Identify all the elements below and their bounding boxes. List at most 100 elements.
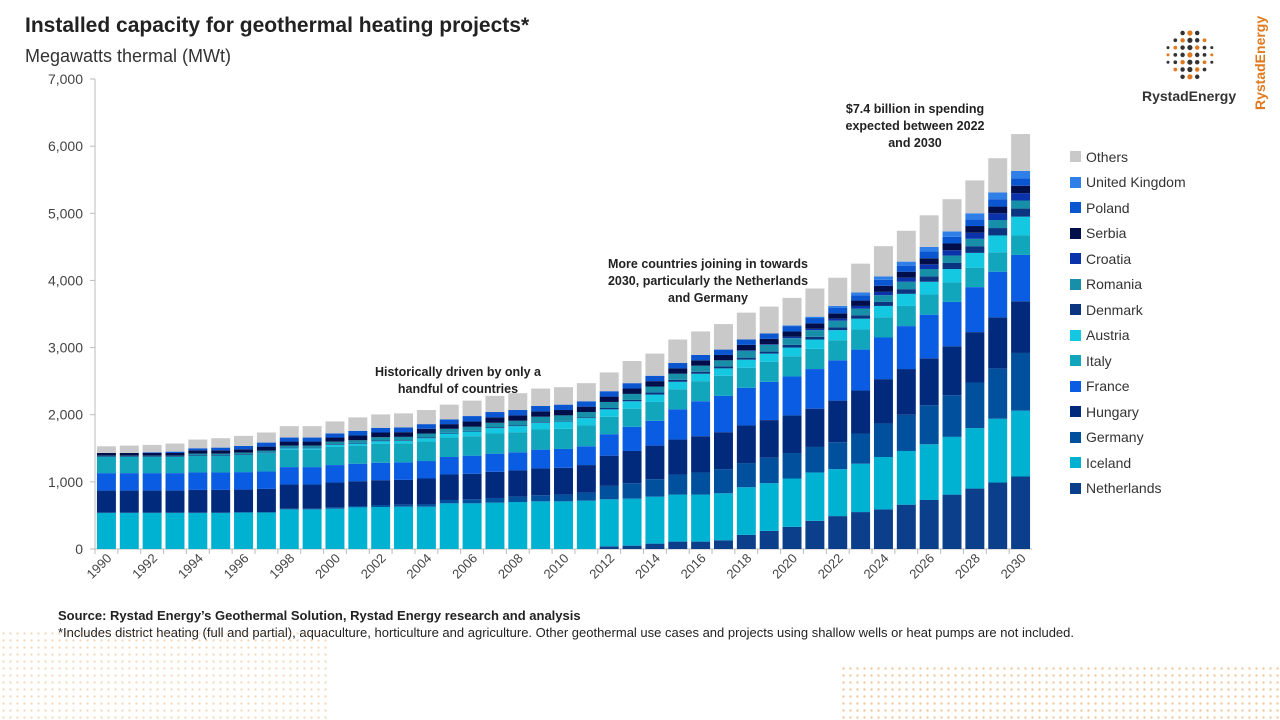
legend-item: United Kingdom	[1070, 170, 1186, 196]
bar-segment-romania-2029	[988, 220, 1008, 229]
bar-segment-poland-1996	[234, 445, 254, 450]
bar-segment-netherlands-2024	[873, 509, 893, 549]
bar-segment-croatia-2023	[851, 305, 871, 309]
bar-segment-others-2008	[508, 393, 528, 411]
bar-segment-denmark-2010	[554, 420, 573, 422]
bar-segment-france-2011	[576, 446, 596, 466]
bar-segment-hungary-2000	[325, 482, 345, 508]
bar-segment-iceland-2024	[873, 457, 893, 510]
bar-segment-austria-2027	[942, 269, 962, 283]
bar-segment-france-2002	[371, 462, 391, 481]
bar-segment-austria-2006	[462, 431, 482, 437]
bar-segment-netherlands-2018	[736, 534, 756, 549]
bar-segment-italy-2005	[439, 437, 459, 458]
bar-segment-italy-1998	[279, 449, 299, 468]
legend-swatch	[1070, 304, 1081, 316]
bar-segment-poland-2005	[439, 419, 459, 425]
bar-segment-serbia-1997	[256, 446, 276, 451]
bar-segment-hungary-2005	[439, 474, 459, 500]
bar-segment-croatia-2022	[828, 318, 848, 321]
bar-segment-serbia-2019	[759, 338, 779, 345]
bar-segment-others-1992	[142, 444, 162, 453]
bar-segment-romania-2012	[599, 401, 619, 408]
bar-segment-denmark-1998	[279, 447, 299, 449]
bar-segment-romania-2009	[531, 416, 551, 423]
bar-segment-iceland-2027	[942, 436, 962, 495]
bar-segment-united-kingdom-2023	[851, 292, 871, 296]
legend-swatch	[1070, 482, 1081, 494]
bar-segment-austria-2029	[988, 235, 1008, 253]
x-tick-label: 2010	[541, 551, 572, 582]
bar-segment-iceland-2008	[508, 502, 528, 549]
bar-segment-italy-1992	[142, 457, 162, 474]
bar-segment-croatia-2020	[782, 336, 802, 339]
legend-swatch	[1070, 278, 1081, 290]
bar-segment-serbia-2023	[851, 300, 871, 306]
bar-segment-denmark-2030	[1011, 208, 1031, 217]
bar-segment-poland-2021	[805, 318, 825, 324]
bar-segment-poland-2014	[645, 375, 665, 382]
bar-segment-denmark-1999	[302, 447, 322, 449]
bar-segment-iceland-2018	[736, 487, 756, 535]
bar-segment-france-2024	[873, 337, 893, 380]
bar-segment-united-kingdom-2021	[805, 316, 825, 319]
bar-segment-others-2017	[713, 324, 733, 350]
legend-item: Denmark	[1070, 297, 1186, 323]
bar-segment-hungary-1998	[279, 484, 299, 509]
bar-segment-others-1995	[211, 438, 231, 448]
bar-segment-romania-1993	[165, 455, 185, 457]
logo-dot	[1210, 53, 1214, 57]
legend-label: Hungary	[1086, 403, 1139, 420]
bar-segment-poland-2019	[759, 333, 779, 339]
bar-segment-others-2021	[805, 288, 825, 317]
bar-segment-germany-2014	[645, 479, 665, 497]
bar-segment-iceland-2007	[485, 502, 505, 549]
bar-segment-iceland-1993	[165, 512, 185, 549]
bar-segment-germany-2003	[394, 504, 414, 507]
bar-segment-iceland-2001	[348, 507, 368, 549]
bar-segment-romania-2020	[782, 338, 802, 345]
bar-segment-poland-2030	[1011, 178, 1031, 186]
bar-segment-iceland-2003	[394, 506, 414, 549]
bar-segment-hungary-2026	[919, 358, 939, 406]
logo-dot	[1187, 66, 1193, 73]
bar-segment-germany-2016	[691, 472, 711, 495]
bar-segment-others-1999	[302, 426, 322, 438]
bar-segment-croatia-2030	[1011, 193, 1031, 201]
bar-segment-romania-2018	[736, 350, 756, 358]
bar-segment-netherlands-2027	[942, 494, 962, 549]
bar-segment-romania-1996	[234, 452, 254, 454]
logo-dot	[1210, 60, 1214, 64]
bar-segment-others-2001	[348, 417, 368, 431]
bar-segment-romania-2019	[759, 344, 779, 352]
bar-segment-serbia-2016	[691, 360, 711, 366]
bar-segment-romania-1999	[302, 445, 322, 448]
bar-segment-germany-2000	[325, 507, 345, 509]
bar-segment-netherlands-2019	[759, 530, 779, 549]
x-tick-label: 2022	[815, 551, 846, 582]
bar-segment-hungary-1997	[256, 488, 276, 513]
bar-segment-france-2029	[988, 271, 1008, 318]
bar-segment-denmark-2009	[531, 422, 551, 423]
legend-swatch	[1070, 329, 1081, 341]
bar-segment-poland-1992	[142, 452, 162, 453]
legend-item: Romania	[1070, 272, 1186, 298]
x-tick-label: 1992	[129, 551, 160, 582]
bar-segment-others-2006	[462, 400, 482, 417]
bar-segment-romania-2021	[805, 330, 825, 337]
bar-segment-serbia-1996	[234, 449, 254, 453]
bar-segment-poland-2023	[851, 295, 871, 301]
logo-dot	[1202, 53, 1207, 57]
bar-segment-hungary-2008	[508, 470, 528, 497]
bar-segment-austria-2010	[554, 421, 573, 429]
bar-segment-others-2002	[371, 414, 391, 428]
logo-dot	[1202, 38, 1207, 43]
bar-segment-others-2024	[873, 246, 893, 277]
bar-segment-hungary-2016	[691, 436, 711, 473]
bar-segment-poland-2016	[691, 354, 711, 361]
bar-segment-others-2026	[919, 215, 939, 247]
bar-segment-france-2013	[622, 426, 642, 451]
bar-segment-hungary-2004	[416, 478, 436, 505]
logo-dot	[1202, 60, 1207, 65]
bar-segment-iceland-2012	[599, 499, 619, 547]
